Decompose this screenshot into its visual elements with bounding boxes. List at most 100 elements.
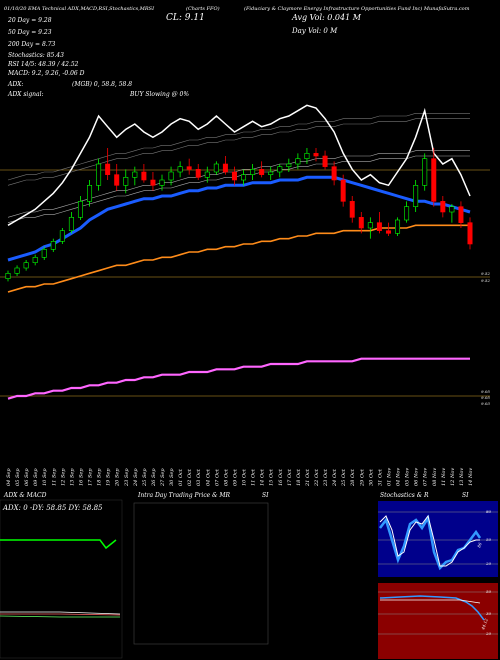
x-tick-label: 29 Oct bbox=[359, 468, 365, 487]
x-tick-label: 11 Nov bbox=[441, 468, 447, 486]
x-tick-label: 30 Oct bbox=[368, 468, 374, 486]
stoch-title: Stochastics & R bbox=[380, 492, 429, 499]
candle-body bbox=[186, 166, 192, 170]
header-indicators: EMA Technical ADX,MACD,RSI,Stochastics,M… bbox=[27, 6, 155, 12]
x-tick-label: 02 Oct bbox=[187, 468, 193, 486]
rsi-label: RSI 14/5: 48.39 / 42.52 bbox=[7, 61, 79, 68]
x-tick-label: 18 Sep bbox=[97, 468, 103, 486]
mrsi-tick-20: 20 bbox=[485, 631, 492, 636]
mrsi-line bbox=[379, 595, 485, 621]
header-date: 01/10/20 bbox=[4, 6, 27, 12]
x-tick-label: 09 Sep bbox=[33, 468, 39, 486]
ema20-label: 20 Day = 9.28 bbox=[7, 17, 52, 24]
x-tick-label: 03 Oct bbox=[196, 468, 202, 486]
adx-macd-panel: ADX & MACD ADX: 0 -DY: 58.85 DY: 58.85 bbox=[0, 492, 123, 659]
candle-body bbox=[132, 171, 138, 178]
rsi-value: 44.12 bbox=[480, 617, 489, 631]
candle-body bbox=[96, 163, 102, 186]
candle-body bbox=[5, 273, 11, 279]
candle-body bbox=[213, 163, 219, 173]
mrsi-tick-50: 50 bbox=[486, 589, 492, 594]
price-line bbox=[7, 104, 471, 226]
candle-body bbox=[385, 230, 391, 234]
x-tick-label: 15 Oct bbox=[269, 468, 275, 486]
candle-body bbox=[458, 206, 464, 223]
x-tick-label: 28 Oct bbox=[350, 468, 356, 487]
x-tick-label: 23 Oct bbox=[323, 468, 329, 487]
header-symbol: (Charts FFO) bbox=[186, 5, 220, 12]
candle-body bbox=[177, 166, 183, 173]
x-tick-label: 30 Sep bbox=[169, 468, 175, 486]
candle-body bbox=[59, 230, 65, 242]
price-label-high2: 9.52 bbox=[481, 278, 490, 283]
intraday-title: Intra Day Trading Price & MR bbox=[137, 492, 231, 499]
candle-body bbox=[141, 171, 147, 181]
candle-body bbox=[77, 201, 83, 218]
candle-body bbox=[404, 206, 410, 221]
price-label-low3: 9.03 bbox=[481, 401, 490, 406]
x-tick-label: 25 Oct bbox=[341, 468, 347, 487]
stoch-si: SI bbox=[462, 492, 469, 499]
candle-body bbox=[331, 166, 337, 181]
x-tick-label: 19 Sep bbox=[106, 468, 112, 486]
x-tick-label: 25 Sep bbox=[142, 468, 148, 487]
x-tick-label: 17 Sep bbox=[88, 468, 94, 486]
candle-body bbox=[376, 222, 382, 231]
x-tick-label: 06 Nov bbox=[414, 468, 420, 486]
candle-body bbox=[123, 177, 129, 186]
x-tick-label: 11 Oct bbox=[251, 468, 257, 486]
adx-signal-label: ADX signal: bbox=[7, 91, 44, 98]
x-tick-label: 10 Sep bbox=[42, 468, 48, 486]
x-axis-labels: 04 Sep 05 Sep 06 Sep 09 Sep 10 Sep 11 Sep 12 S… bbox=[6, 468, 474, 487]
stoch-tick-20: 20 bbox=[485, 561, 492, 566]
x-tick-label: 08 Oct bbox=[223, 468, 229, 486]
candle-body bbox=[349, 201, 355, 218]
candle-body bbox=[222, 163, 228, 173]
adx-panel-text: ADX: 0 -DY: 58.85 DY: 58.85 bbox=[2, 504, 103, 512]
candle-body bbox=[467, 222, 473, 245]
candle-body bbox=[395, 219, 401, 234]
candle-body bbox=[422, 158, 428, 186]
ema50-line bbox=[7, 224, 470, 293]
x-tick-label: 20 Sep bbox=[115, 468, 121, 487]
x-tick-label: 04 Nov bbox=[396, 468, 402, 486]
x-tick-label: 13 Sep bbox=[69, 468, 75, 486]
candle-body bbox=[68, 217, 74, 231]
x-tick-label: 10 Oct bbox=[242, 468, 248, 486]
price-label-low2: 9.05 bbox=[481, 395, 490, 400]
ema20-line bbox=[7, 175, 471, 262]
price-label-low: 9.05 bbox=[481, 389, 490, 394]
stoch-value: 86 bbox=[476, 541, 483, 548]
channel-line-0 bbox=[7, 155, 470, 223]
close-label: CL: 9.11 bbox=[166, 13, 205, 23]
mrsi-tick-30: 30 bbox=[486, 611, 492, 616]
intraday-panel: Intra Day Trading Price & MR SI bbox=[133, 492, 269, 645]
intraday-si: SI bbox=[262, 492, 269, 499]
candle-body bbox=[159, 179, 165, 186]
x-tick-label: 06 Sep bbox=[24, 468, 30, 486]
candle-body bbox=[413, 185, 419, 207]
adx-panel-title: ADX & MACD bbox=[3, 492, 47, 499]
x-tick-label: 14 Nov bbox=[468, 468, 474, 486]
x-tick-label: 08 Nov bbox=[432, 468, 438, 486]
candle-body bbox=[32, 257, 38, 263]
x-tick-label: 05 Sep bbox=[15, 468, 21, 486]
x-tick-label: 09 Oct bbox=[232, 468, 238, 486]
x-tick-label: 22 Oct bbox=[314, 468, 320, 487]
x-tick-label: 12 Nov bbox=[450, 468, 456, 486]
macd-signal-line bbox=[0, 613, 121, 616]
macd-line bbox=[0, 611, 121, 615]
x-tick-label: 04 Oct bbox=[205, 468, 211, 486]
x-tick-label: 17 Oct bbox=[287, 468, 293, 486]
day-vol: Day Vol: 0 M bbox=[291, 27, 338, 35]
x-tick-label: 11 Sep bbox=[51, 468, 57, 486]
x-tick-label: 23 Sep bbox=[124, 468, 130, 487]
candle-body bbox=[150, 179, 156, 186]
candle-body bbox=[204, 171, 210, 178]
ema50-label: 50 Day = 9.23 bbox=[8, 29, 52, 36]
stoch-rsi-panel: Stochastics & R SI 80 50 20 86 50 30 20 … bbox=[378, 492, 498, 659]
x-tick-label: 07 Oct bbox=[214, 468, 220, 486]
price-label-high: 9.52 bbox=[481, 271, 490, 276]
candle-body bbox=[14, 267, 20, 274]
avg-vol: Avg Vol: 0.041 M bbox=[291, 13, 362, 22]
